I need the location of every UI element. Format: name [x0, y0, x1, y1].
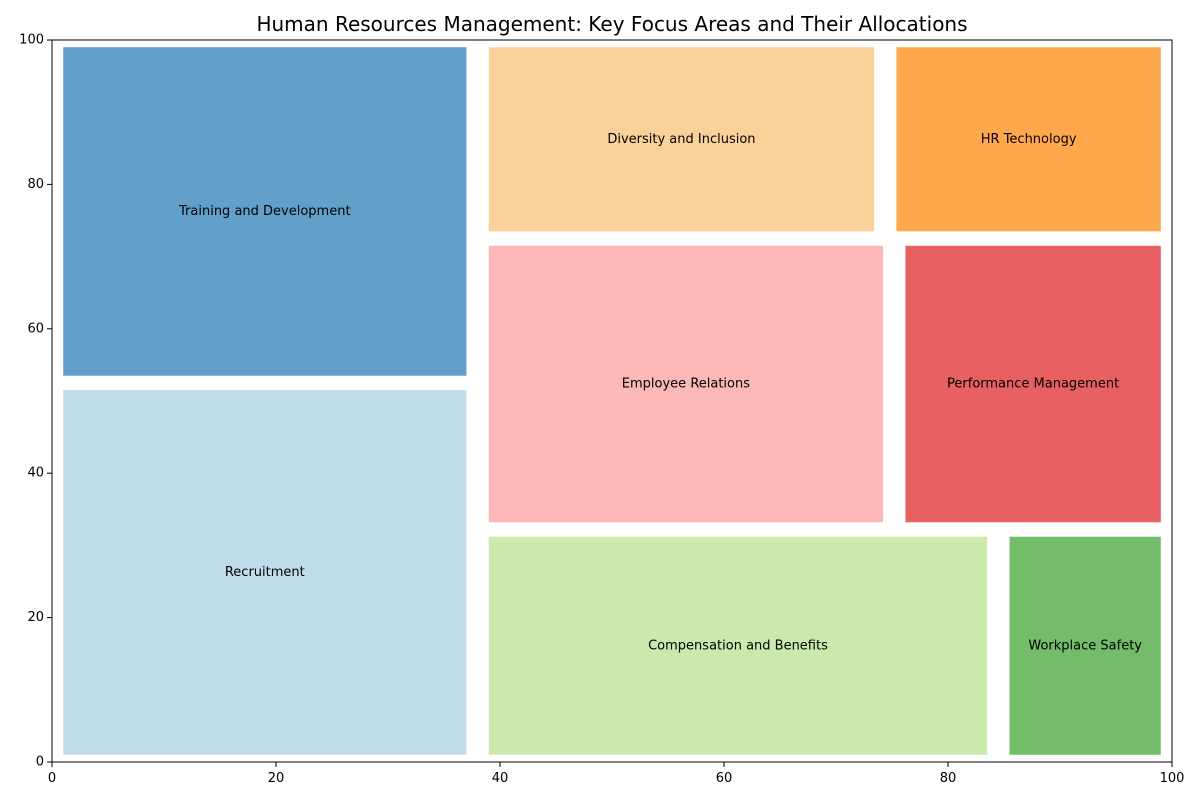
chart-title: Human Resources Management: Key Focus Ar… [256, 12, 967, 36]
treemap-rect [63, 390, 467, 755]
y-tick-label: 40 [27, 466, 44, 481]
treemap-rect [63, 47, 467, 376]
y-tick-label: 60 [27, 321, 44, 336]
x-tick-label: 0 [48, 771, 56, 786]
y-tick-label: 20 [27, 610, 44, 625]
treemap-label: Performance Management [947, 377, 1119, 392]
treemap-label: Recruitment [225, 565, 305, 580]
treemap-rect [905, 245, 1161, 523]
y-tick-label: 100 [19, 33, 44, 48]
axes: 0 20 40 60 80 100 0 20 40 60 80 100 [19, 33, 1184, 787]
x-tick-label: 80 [940, 771, 957, 786]
treemap-tile-compensation-and-benefits: Compensation and Benefits [488, 536, 988, 755]
treemap-rect [488, 47, 875, 232]
x-tick-label: 100 [1160, 771, 1185, 786]
treemap-label: Diversity and Inclusion [607, 132, 755, 147]
x-tick-label: 60 [716, 771, 733, 786]
y-tick-label: 0 [36, 755, 44, 770]
treemap-tile-diversity-and-inclusion: Diversity and Inclusion [488, 47, 875, 232]
plot-frame [51, 39, 1173, 763]
treemap-label: HR Technology [981, 132, 1077, 147]
treemap-label: Workplace Safety [1028, 638, 1142, 653]
treemap-rect [488, 536, 988, 755]
treemap-rect [896, 47, 1161, 232]
y-tick-label: 80 [27, 177, 44, 192]
treemap-rect [488, 245, 884, 523]
treemap-tile-recruitment: Recruitment [63, 390, 467, 755]
treemap-tile-training-and-development: Training and Development [63, 47, 467, 376]
treemap-rect [1009, 536, 1161, 755]
treemap-label: Employee Relations [622, 377, 750, 392]
treemap-tile-performance-management: Performance Management [905, 245, 1161, 523]
x-tick-label: 40 [492, 771, 509, 786]
treemap-tile-employee-relations: Employee Relations [488, 245, 884, 523]
x-tick-label: 20 [268, 771, 285, 786]
treemap-rectangles: Recruitment Training and Development Compe… [63, 47, 1161, 755]
treemap-tile-workplace-safety: Workplace Safety [1009, 536, 1161, 755]
treemap-label: Training and Development [178, 204, 351, 219]
treemap-label: Compensation and Benefits [648, 638, 828, 653]
treemap-tile-hr-technology: HR Technology [896, 47, 1161, 232]
